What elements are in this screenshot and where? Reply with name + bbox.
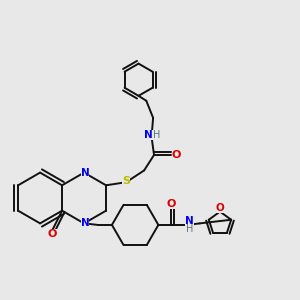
Text: H: H	[186, 224, 193, 234]
Text: N: N	[81, 168, 89, 178]
Text: O: O	[167, 199, 176, 208]
Text: N: N	[144, 130, 153, 140]
Text: H: H	[153, 130, 160, 140]
Text: O: O	[216, 202, 224, 213]
Text: S: S	[122, 176, 130, 186]
Text: N: N	[81, 218, 89, 228]
Text: O: O	[172, 150, 181, 160]
Text: O: O	[47, 229, 56, 239]
Text: N: N	[185, 216, 194, 226]
